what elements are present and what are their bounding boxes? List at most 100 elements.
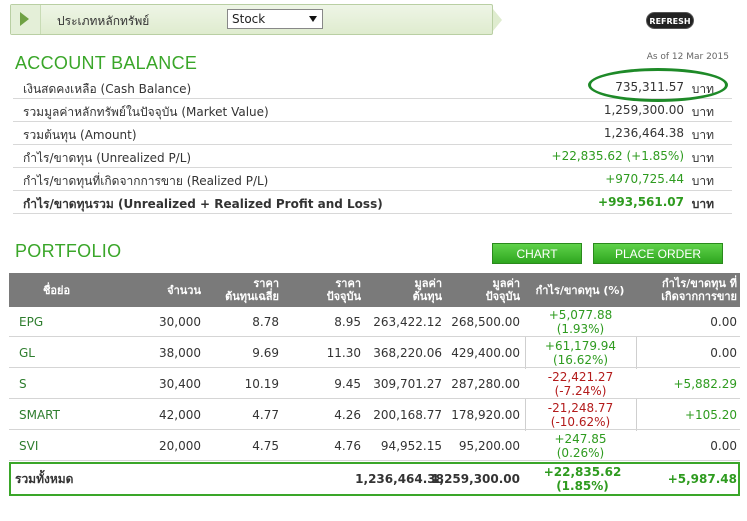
cell-realized: 0.00 [710,439,737,453]
balance-row-market-value: รวมมูลค่าหลักทรัพย์ในปัจจุบัน (Market Va… [13,99,732,122]
cell-volume: 30,000 [159,315,201,329]
balance-value: 1,236,464.38 [603,126,684,140]
cell-realized: 0.00 [710,315,737,329]
cell-pl-value: -21,248.77 [547,401,614,415]
refresh-button[interactable]: REFRESH [646,12,694,29]
cell-pl: -21,248.77 (-10.62%) [525,400,636,430]
filter-arrow-box [11,5,41,34]
cell-price: 4.76 [334,439,361,453]
as-of-date: As of 12 Mar 2015 [646,52,729,62]
balance-unit: บาท [691,197,714,211]
cell-cost: 263,422.12 [373,315,442,329]
dropdown-arrow-icon [309,16,317,22]
cell-pl-percent: (1.93%) [556,322,605,336]
header-cost-line1: มูลค่า [414,277,442,290]
cell-pl: +61,179.94 (16.62%) [525,338,636,368]
total-label: รวมทั้งหมด [15,471,74,486]
balance-label: เงินสดคงเหลือ (Cash Balance) [23,82,192,96]
cell-pl-percent: (0.26%) [556,446,605,460]
table-row[interactable]: EPG 30,000 8.78 8.95 263,422.12 268,500.… [9,307,740,337]
cell-symbol[interactable]: SVI [19,439,39,453]
cell-realized: 0.00 [710,346,737,360]
security-type-select[interactable]: Stock [227,9,323,29]
cell-volume: 38,000 [159,346,201,360]
portfolio-title: PORTFOLIO [15,241,122,261]
total-pl: +22,835.62 (1.85%) [527,464,638,494]
cell-price: 8.95 [334,315,361,329]
filter-bar-tail [493,9,502,31]
chevron-right-icon [20,12,29,26]
balance-value: +993,561.07 [598,195,684,209]
total-pl-percent: (1.85%) [556,479,609,493]
cell-pl-value: +247.85 [554,432,607,446]
cell-avg-cost: 4.77 [252,408,279,422]
total-market: 1,259,300.00 [431,472,520,486]
header-avg-cost-line1: ราคา [253,277,279,290]
balance-row-unrealized: กำไร/ขาดทุน (Unrealized P/L) +22,835.62 … [13,145,732,168]
place-order-button[interactable]: PLACE ORDER [593,243,723,264]
table-row[interactable]: SMART 42,000 4.77 4.26 200,168.77 178,92… [9,400,740,430]
cell-cost: 368,220.06 [373,346,442,360]
header-market-line2: ปัจจุบัน [485,290,520,303]
header-market-line1: มูลค่า [492,277,520,290]
cell-pl-value: +61,179.94 [544,339,617,353]
header-price: ราคา ปัจจุบัน [289,273,361,307]
balance-unit: บาท [691,151,714,165]
cell-market: 178,920.00 [451,408,520,422]
cell-price: 11.30 [326,346,361,360]
cell-volume: 20,000 [159,439,201,453]
cell-realized: +5,882.29 [673,377,738,391]
security-type-filter-bar: ประเภทหลักทรัพย์ Stock [10,4,502,35]
total-pl-value: +22,835.62 [543,465,622,479]
balance-value: 1,259,300.00 [603,103,684,117]
cell-market: 287,280.00 [451,377,520,391]
cell-pl: +5,077.88 (1.93%) [525,307,636,337]
header-symbol: ชื่อย่อ [42,283,71,297]
cash-balance-highlight-circle [588,68,728,102]
balance-label: กำไร/ขาดทุนที่เกิดจากการขาย (Realized P/… [23,174,269,188]
cell-avg-cost: 9.69 [252,346,279,360]
cell-market: 95,200.00 [458,439,520,453]
balance-value: +22,835.62 (+1.85%) [551,149,684,163]
header-realized-line1: กำไร/ขาดทุน ที่ [662,277,737,290]
header-realized-line2: เกิดจากการขาย [661,290,737,303]
cell-symbol[interactable]: GL [19,346,35,360]
cell-pl-percent: (16.62%) [552,353,609,367]
header-realized: กำไร/ขาดทุน ที่ เกิดจากการขาย [639,273,737,307]
cell-pl-value: +5,077.88 [548,308,613,322]
total-realized: +5,987.48 [667,472,737,486]
table-row[interactable]: GL 38,000 9.69 11.30 368,220.06 429,400.… [9,338,740,368]
cell-cost: 309,701.27 [373,377,442,391]
cell-cost: 94,952.15 [380,439,442,453]
cell-avg-cost: 10.19 [244,377,279,391]
table-row[interactable]: SVI 20,000 4.75 4.76 94,952.15 95,200.00… [9,431,740,461]
balance-unit: บาท [691,174,714,188]
cell-cost: 200,168.77 [373,408,442,422]
cell-symbol[interactable]: S [19,377,27,391]
balance-unit: บาท [691,128,714,142]
cell-avg-cost: 8.78 [252,315,279,329]
balance-row-realized: กำไร/ขาดทุนที่เกิดจากการขาย (Realized P/… [13,168,732,191]
header-cost-line2: ต้นทุน [412,290,442,303]
table-header: ชื่อย่อ จำนวน ราคา ต้นทุนเฉลี่ย ราคา ปัจ… [9,273,740,307]
chart-button[interactable]: CHART [492,243,582,264]
balance-label: กำไร/ขาดทุนรวม (Unrealized + Realized Pr… [23,197,383,211]
cell-pl-percent: (-7.24%) [554,384,607,398]
table-row[interactable]: S 30,400 10.19 9.45 309,701.27 287,280.0… [9,369,740,399]
total-cost: 1,236,464.38 [355,472,444,486]
header-price-line1: ราคา [335,277,361,290]
header-cost: มูลค่า ต้นทุน [364,273,442,307]
balance-label: กำไร/ขาดทุน (Unrealized P/L) [23,151,192,165]
cell-symbol[interactable]: EPG [19,315,44,329]
cell-volume: 42,000 [159,408,201,422]
header-pl: กำไร/ขาดทุน (%) [535,283,625,297]
cell-market: 268,500.00 [451,315,520,329]
cell-price: 9.45 [334,377,361,391]
cell-pl-percent: (-10.62%) [550,415,611,429]
balance-label: รวมต้นทุน (Amount) [23,128,137,142]
cell-price: 4.26 [334,408,361,422]
cell-symbol[interactable]: SMART [19,408,60,422]
cell-pl: -22,421.27 (-7.24%) [525,369,636,399]
total-row: รวมทั้งหมด 1,236,464.38 1,259,300.00 +22… [9,462,740,496]
balance-unit: บาท [691,105,714,119]
